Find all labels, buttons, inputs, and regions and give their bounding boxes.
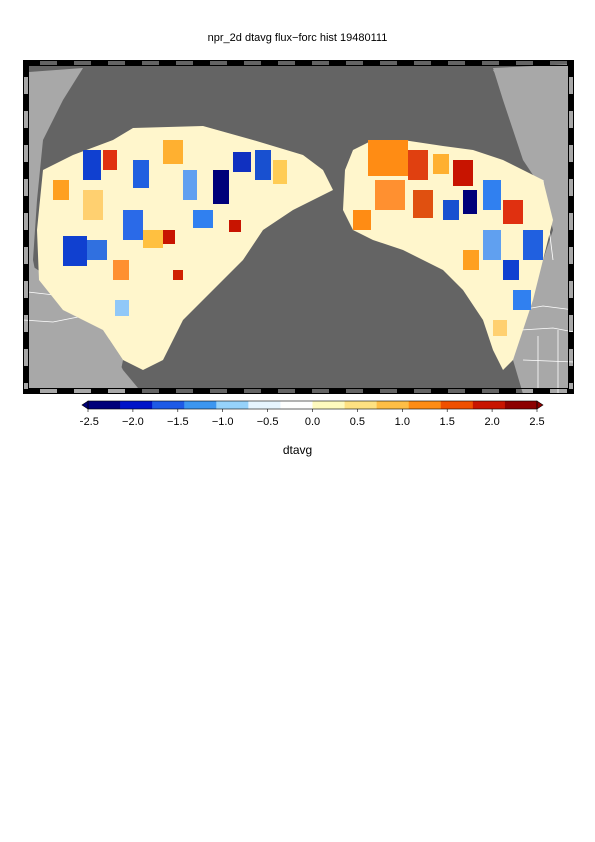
frame-tick (261, 389, 278, 394)
frame-tick (363, 60, 380, 65)
frame-tick (23, 60, 28, 77)
frame-tick (23, 94, 28, 111)
frame-tick (159, 60, 176, 65)
colorbar-swatch (152, 401, 185, 409)
frame-tick (533, 60, 550, 65)
colorbar-max-arrow (536, 400, 544, 410)
frame-tick (193, 60, 210, 65)
frame-tick (91, 389, 108, 394)
frame-tick (125, 389, 142, 394)
frame-checker (23, 60, 574, 394)
frame-tick (569, 332, 574, 349)
frame-tick (431, 389, 448, 394)
frame-tick (363, 389, 380, 394)
data-region-asia (37, 126, 333, 370)
frame-tick (23, 332, 28, 349)
frame-tick (295, 60, 312, 65)
frame-tick (193, 389, 210, 394)
frame-tick (465, 389, 482, 394)
colorbar-swatch (472, 401, 506, 409)
frame-tick (23, 230, 28, 247)
frame-tick (227, 60, 244, 65)
colorbar-tick-label: 2.0 (484, 416, 499, 428)
frame-tick (23, 128, 28, 145)
colorbar-tick-label: 1.0 (395, 416, 410, 428)
frame-tick (23, 298, 28, 315)
frame-tick (431, 60, 448, 65)
frame-tick (569, 162, 574, 179)
frame-tick (57, 389, 74, 394)
frame-tick (567, 389, 574, 394)
frame-tick (57, 60, 74, 65)
frame-tick (569, 128, 574, 145)
colorbar-swatch (248, 401, 281, 409)
colorbar-tick-label: −1.5 (167, 416, 189, 428)
frame-tick (533, 389, 550, 394)
frame-tick (569, 298, 574, 315)
colorbar-swatch (344, 401, 378, 409)
frame-tick (23, 162, 28, 179)
frame-tick (397, 60, 414, 65)
colorbar-swatch (376, 401, 410, 409)
colorbar-tick-label: 0.0 (305, 416, 320, 428)
colorbar-swatch (504, 401, 538, 409)
colorbar-min-arrow (81, 400, 89, 410)
colorbar-tick-label: 1.5 (440, 416, 455, 428)
colorbar-swatches (81, 400, 544, 410)
frame-tick (23, 60, 40, 65)
colorbar-swatch (88, 401, 121, 409)
colorbar-swatch (184, 401, 217, 409)
colorbar-tick-label: −2.5 (80, 416, 99, 428)
colorbar-tick-label: −0.5 (257, 416, 279, 428)
colorbar-swatch (280, 401, 313, 409)
frame-tick (569, 230, 574, 247)
frame-tick (465, 60, 482, 65)
colorbar-ticks: −2.5 −2.0 −1.5 −1.0 −0.5 0.0 0.5 1.0 1.5 2.0 2.5 (80, 409, 545, 428)
frame-tick (569, 264, 574, 281)
frame-tick (261, 60, 278, 65)
colorbar-swatch (120, 401, 153, 409)
frame-tick (23, 264, 28, 281)
colorbar-swatch (408, 401, 442, 409)
frame-tick (329, 60, 346, 65)
colorbar-tick-label: 0.5 (350, 416, 365, 428)
colorbar-swatch (216, 401, 249, 409)
frame-tick (329, 389, 346, 394)
frame-tick (569, 60, 574, 77)
frame-tick (125, 60, 142, 65)
frame-tick (23, 389, 40, 394)
frame-tick (499, 60, 516, 65)
frame-tick (227, 389, 244, 394)
colorbar-tick-label: −1.0 (212, 416, 234, 428)
frame-tick (397, 389, 414, 394)
frame-tick (295, 389, 312, 394)
colorbar-tick-label: 2.5 (529, 416, 544, 428)
colorbar: −2.5 −2.0 −1.5 −1.0 −0.5 0.0 0.5 1.0 1.5 2.0 2.5 (80, 400, 545, 428)
colorbar-swatch (440, 401, 474, 409)
colorbar-label: dtavg (282, 443, 313, 457)
plot-title: npr_2d dtavg flux−forc hist 19480111 (207, 32, 388, 44)
map-panel (23, 60, 574, 394)
frame-tick (23, 196, 28, 213)
frame-tick (91, 60, 108, 65)
frame-tick (159, 389, 176, 394)
frame-tick (569, 94, 574, 111)
colorbar-swatch (312, 401, 346, 409)
frame-tick (569, 196, 574, 213)
frame-tick (499, 389, 516, 394)
frame-tick (23, 366, 28, 383)
colorbar-tick-label: −2.0 (122, 416, 144, 428)
frame-tick (569, 366, 574, 383)
data-region-america (343, 140, 553, 370)
